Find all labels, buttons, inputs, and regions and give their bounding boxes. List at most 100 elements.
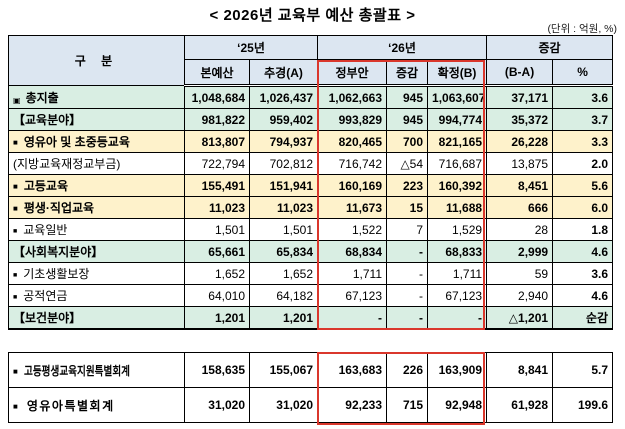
row-label-text: 【보건분야】 (13, 311, 82, 325)
cell-value: 199.6 (552, 387, 613, 423)
row-label-text: 교육일반 (23, 223, 68, 237)
row-label-text: 영유아특별회계 (26, 398, 115, 413)
table-row: ■ 고등평생교육지원특별회계 158,635 155,067 163,683 226 163… (8, 352, 613, 388)
table-row: ■ 영유아 및 초중등교육 813,807 794,937 820,465 700 821,… (8, 130, 614, 153)
cell-value: 8,841 (486, 352, 553, 388)
cell-value: 1,711 (427, 262, 488, 285)
cell-value: 1,201 (184, 306, 250, 330)
cell-value: 8,451 (486, 174, 554, 197)
table-row: 【보건분야】 1,201 1,201- - - △1,201 순감 (8, 306, 614, 330)
cell-value: △1,201 (486, 306, 554, 330)
cell-value: 68,833 (427, 240, 488, 263)
cell-value: 7 (386, 218, 429, 241)
column-header-b-minus-a: (B-A) (486, 59, 554, 87)
cell-value: 64,010 (184, 284, 250, 307)
cell-value: 13,875 (486, 152, 554, 175)
column-header-confirmed-b: 확정(B) (427, 59, 488, 87)
table-row: ■ 기초생활보장 1,652 1,652 1,711-1,711 59 3.6 (8, 262, 614, 285)
cell-value: 2.0 (552, 152, 614, 175)
row-label: ■ 평생·직업교육 (8, 196, 185, 219)
cell-value: 1,063,607 (427, 85, 488, 109)
row-label: 【교육분야】 (8, 108, 185, 131)
table-row: ■ 교육일반 1,501 1,501 1,522 7 1,529 28 1.8 (8, 218, 614, 241)
cell-value: 26,228 (486, 130, 554, 153)
cell-value: 1,062,663 (317, 85, 388, 109)
row-label-text: 고등평생교육지원특별회계 (23, 363, 130, 378)
cell-value: 3.6 (552, 85, 614, 109)
main-budget-table: 구 분 ‘25년 ‘26년 증감 본예산 추경(A) 정부안 증감 확정(B) … (8, 35, 614, 330)
cell-value: 35,372 (486, 108, 554, 131)
cell-value: 945 (386, 85, 429, 109)
cell-value: 813,807 (184, 130, 250, 153)
row-label: ■ 영유아특별회계 (8, 387, 185, 423)
cell-value: 981,822 (184, 108, 250, 131)
special-table-body: ■ 고등평생교육지원특별회계 158,635 155,067 163,683 226 163… (8, 352, 613, 423)
total-marker-icon: ▣ (13, 95, 21, 105)
cell-value: 67,123 (317, 284, 388, 307)
bullet-square-icon: ■ (13, 204, 18, 213)
cell-value: 226 (386, 352, 428, 388)
column-header-percent: % (552, 59, 614, 87)
row-label-text: 【사회복지분야】 (13, 245, 104, 259)
cell-value: 31,020 (249, 387, 318, 423)
cell-value: 1,522 (317, 218, 388, 241)
header-row-sub: 본예산 추경(A) 정부안 증감 확정(B) (B-A) % (9, 59, 614, 87)
cell-value: 6.0 (552, 196, 614, 219)
cell-value: 65,661 (184, 240, 250, 263)
cell-value: 155,491 (184, 174, 250, 197)
table-row: 【사회복지분야】 65,661 65,834 68,834-68,833 2,999 4.… (8, 240, 614, 263)
main-table-body: ▣ 총지출 1,048,684 1,026,437 1,062,663 945 1,063,… (8, 85, 614, 330)
cell-value: 163,683 (317, 352, 387, 388)
row-label: 【사회복지분야】 (8, 240, 185, 263)
cell-value: 11,688 (427, 196, 488, 219)
cell-value: 820,465 (317, 130, 388, 153)
row-label-text: 【교육분야】 (13, 113, 82, 127)
cell-value: 821,165 (427, 130, 488, 153)
cell-value: 945 (386, 108, 429, 131)
cell-value: 37,171 (486, 85, 554, 109)
cell-value: 59 (486, 262, 554, 285)
special-accounts-table-container: ■ 고등평생교육지원특별회계 158,635 155,067 163,683 226 163… (8, 352, 613, 425)
cell-value: 158,635 (184, 352, 250, 388)
cell-value: 3.6 (552, 262, 614, 285)
table-row: ■ 영유아특별회계 31,020 31,020 92,233 715 92,948 61,92… (8, 387, 613, 423)
column-header-supplementary-a: 추경(A) (248, 59, 319, 87)
table-row: 【교육분야】 981,822 959,402 993,829 945 994,774 35,… (8, 108, 614, 131)
cell-value: 1,026,437 (248, 85, 319, 109)
row-label: ■ 기초생활보장 (8, 262, 185, 285)
row-label-text: 총지출 (25, 90, 59, 105)
cell-value: 92,948 (427, 387, 487, 423)
cell-value: - (317, 306, 388, 330)
special-accounts-table: ■ 고등평생교육지원특별회계 158,635 155,067 163,683 226 163… (8, 352, 613, 423)
row-label-text: 공적연금 (23, 289, 68, 303)
cell-value: 1,652 (184, 262, 250, 285)
cell-value: 994,774 (427, 108, 488, 131)
row-label: 【보건분야】 (8, 306, 185, 330)
cell-value: 716,742 (317, 152, 388, 175)
cell-value: 31,020 (184, 387, 250, 423)
cell-value: 151,941 (248, 174, 319, 197)
row-label: ▣ 총지출 (8, 85, 185, 109)
cell-value: 11,023 (184, 196, 250, 219)
cell-value: - (427, 306, 488, 330)
bullet-square-icon: ■ (13, 366, 18, 376)
cell-value: 11,673 (317, 196, 388, 219)
cell-value: 68,834 (317, 240, 388, 263)
cell-value: 11,023 (248, 196, 319, 219)
cell-value: 67,123 (427, 284, 488, 307)
cell-value: 1,652 (248, 262, 319, 285)
table-row: ■ 공적연금 64,010 64,182 67,123-67,123 2,940 4.6 (8, 284, 614, 307)
cell-value: 1,201 (248, 306, 319, 330)
column-header-govt-proposal: 정부안 (317, 59, 388, 87)
cell-value: 4.6 (552, 284, 614, 307)
cell-value: 702,812 (248, 152, 319, 175)
cell-value: 2,940 (486, 284, 554, 307)
cell-value: 1,048,684 (184, 85, 250, 109)
bullet-square-icon: ■ (13, 401, 18, 411)
row-label-text: (지방교육재정교부금) (13, 157, 121, 171)
bullet-square-icon: ■ (13, 182, 18, 191)
cell-value: 2,999 (486, 240, 554, 263)
row-label-text: 고등교육 (23, 179, 69, 193)
cell-value: 700 (386, 130, 429, 153)
